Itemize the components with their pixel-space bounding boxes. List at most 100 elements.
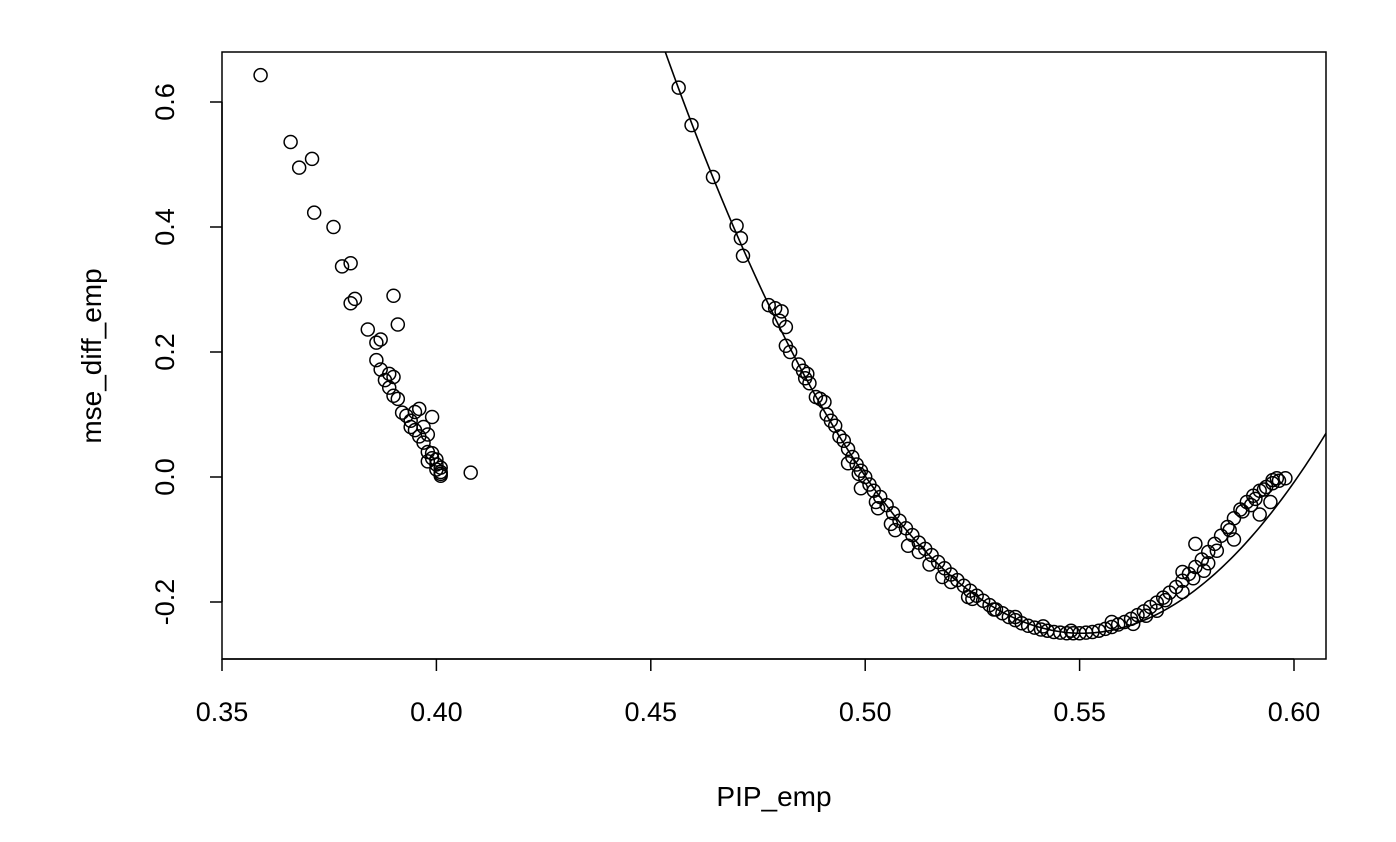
data-point bbox=[832, 429, 847, 444]
data-point bbox=[326, 219, 341, 235]
data-point bbox=[291, 160, 307, 175]
data-point bbox=[795, 363, 811, 378]
y-tick-label: 0.2 bbox=[150, 333, 180, 371]
data-point bbox=[1158, 592, 1173, 608]
data-point bbox=[836, 433, 852, 448]
data-point bbox=[761, 297, 776, 313]
data-point bbox=[1110, 617, 1126, 632]
data-point bbox=[306, 205, 322, 220]
data-point bbox=[347, 291, 363, 307]
data-point bbox=[911, 544, 927, 560]
data-point bbox=[900, 538, 916, 553]
data-point bbox=[922, 557, 937, 572]
data-point bbox=[433, 460, 448, 475]
data-point bbox=[369, 352, 384, 368]
data-point bbox=[433, 464, 448, 480]
data-point bbox=[283, 134, 298, 150]
data-point bbox=[424, 409, 440, 425]
data-point bbox=[1271, 473, 1287, 488]
data-point bbox=[1125, 616, 1141, 632]
data-point bbox=[802, 376, 817, 391]
data-point bbox=[1104, 619, 1120, 635]
x-axis-label: PIP_emp bbox=[716, 781, 831, 812]
data-point bbox=[1175, 564, 1190, 580]
data-point bbox=[420, 427, 436, 442]
data-point bbox=[433, 468, 448, 483]
data-point bbox=[416, 435, 431, 450]
data-point bbox=[1175, 584, 1190, 600]
data-point bbox=[851, 466, 867, 482]
x-tick-label: 0.55 bbox=[1053, 697, 1106, 727]
data-point bbox=[1252, 507, 1267, 522]
data-point bbox=[373, 332, 388, 347]
x-tick-label: 0.40 bbox=[410, 697, 463, 727]
data-point bbox=[403, 413, 418, 428]
data-point bbox=[386, 288, 401, 303]
data-point bbox=[390, 317, 406, 332]
data-point bbox=[343, 256, 358, 271]
data-point bbox=[304, 151, 320, 167]
data-points-layer bbox=[253, 67, 1293, 641]
data-point bbox=[407, 404, 423, 420]
data-point bbox=[960, 589, 976, 605]
data-point bbox=[870, 501, 886, 516]
data-point bbox=[412, 401, 427, 417]
data-point bbox=[705, 169, 721, 185]
data-point bbox=[767, 301, 783, 316]
x-tick-label: 0.60 bbox=[1268, 697, 1321, 727]
data-point bbox=[420, 454, 436, 469]
data-point bbox=[1091, 623, 1107, 638]
y-axis-label: mse_diff_emp bbox=[76, 268, 107, 443]
data-point bbox=[684, 117, 699, 133]
data-point bbox=[1008, 609, 1023, 625]
data-point bbox=[986, 602, 1002, 617]
y-tick-label: 0.6 bbox=[150, 83, 180, 121]
data-point bbox=[1222, 522, 1237, 538]
y-tick-label: 0.4 bbox=[150, 208, 180, 246]
data-point bbox=[1248, 491, 1263, 507]
data-point bbox=[735, 248, 751, 263]
data-point bbox=[463, 465, 478, 480]
y-tick-label: -0.2 bbox=[150, 579, 180, 626]
y-tick-label: 0.0 bbox=[150, 458, 180, 496]
data-point bbox=[671, 80, 686, 95]
x-tick-label: 0.50 bbox=[839, 697, 892, 727]
y-axis: -0.2 0.0 0.2 0.4 0.6 bbox=[150, 83, 223, 626]
data-point bbox=[774, 304, 789, 319]
data-point bbox=[1200, 556, 1216, 571]
data-point bbox=[390, 391, 406, 407]
data-point bbox=[334, 259, 350, 274]
data-point bbox=[868, 494, 884, 510]
data-point bbox=[840, 441, 856, 457]
data-point bbox=[1269, 471, 1285, 486]
data-point bbox=[800, 366, 815, 382]
data-point bbox=[360, 322, 376, 337]
data-point bbox=[343, 296, 358, 311]
data-point bbox=[1188, 536, 1203, 552]
data-point bbox=[386, 388, 401, 403]
data-point bbox=[1263, 494, 1278, 510]
x-tick-label: 0.35 bbox=[196, 697, 249, 727]
data-point bbox=[253, 67, 268, 83]
data-point bbox=[1209, 543, 1225, 558]
data-point bbox=[943, 574, 959, 590]
data-point bbox=[429, 452, 444, 467]
data-point bbox=[1196, 563, 1212, 578]
data-point bbox=[369, 335, 384, 350]
data-point bbox=[1001, 609, 1017, 625]
data-point bbox=[1226, 532, 1242, 547]
data-point bbox=[1256, 482, 1272, 497]
data-point bbox=[1063, 623, 1079, 638]
data-point bbox=[1104, 614, 1120, 630]
data-point bbox=[840, 456, 856, 471]
data-point bbox=[386, 369, 401, 385]
data-point bbox=[935, 569, 950, 585]
data-point bbox=[782, 344, 798, 360]
data-point bbox=[1035, 619, 1051, 634]
data-point bbox=[1149, 603, 1165, 618]
data-point bbox=[1185, 571, 1201, 586]
data-point bbox=[1020, 618, 1036, 633]
x-tick-label: 0.45 bbox=[625, 697, 678, 727]
data-point bbox=[887, 522, 903, 538]
